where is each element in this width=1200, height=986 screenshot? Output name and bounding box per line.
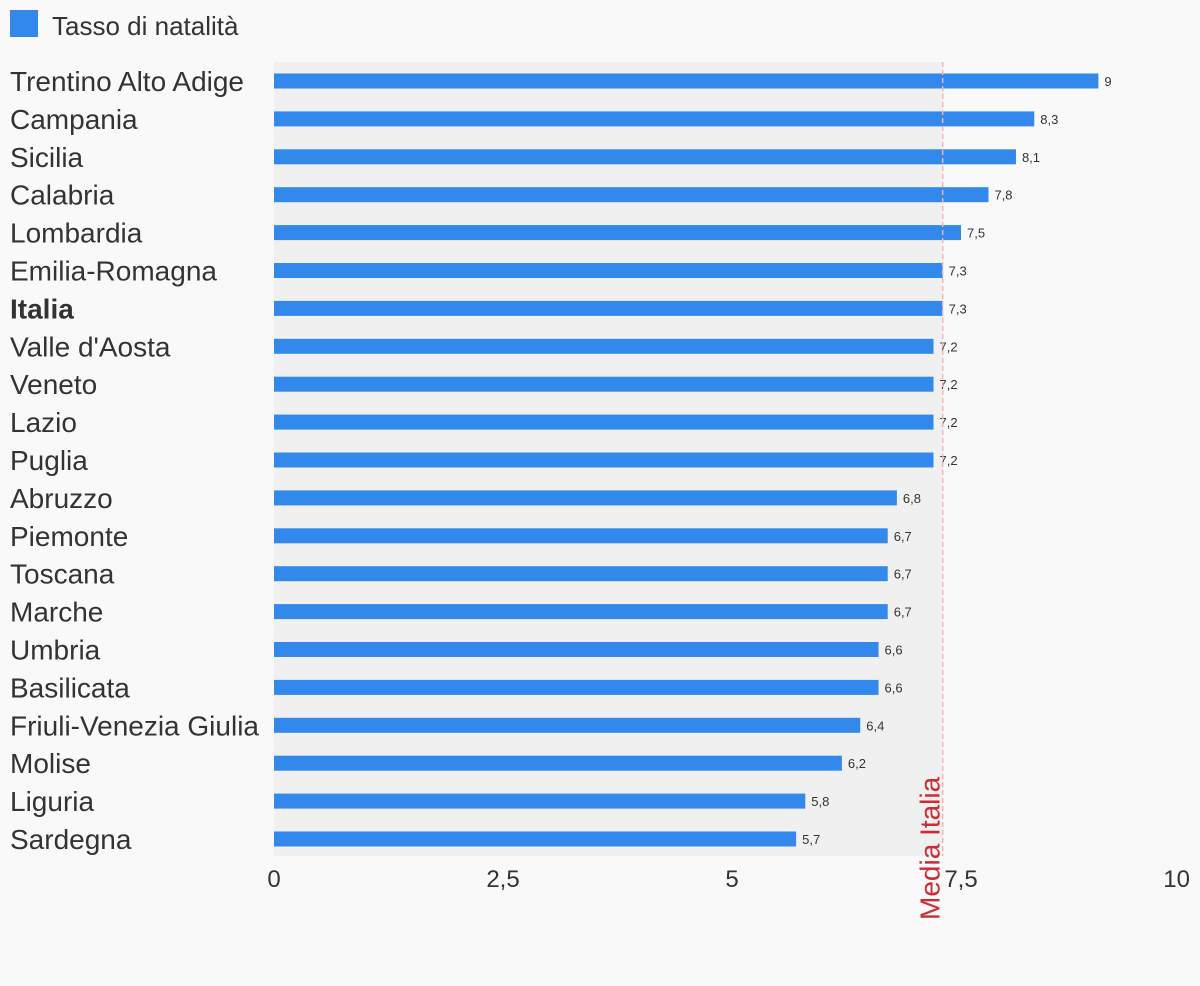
category-label: Friuli-Venezia Giulia <box>10 710 259 741</box>
x-axis-ticks: 0 2,5 5 7,5 10 <box>267 866 1190 893</box>
data-label: 8,3 <box>1040 112 1058 127</box>
data-label: 6,7 <box>894 567 912 582</box>
x-tick-label: 7,5 <box>944 866 977 893</box>
bar <box>274 149 1016 165</box>
bar <box>274 452 934 468</box>
data-label: 7,3 <box>949 301 967 316</box>
category-label: Valle d'Aosta <box>10 331 171 362</box>
legend-swatch <box>10 10 38 37</box>
data-label: 7,5 <box>967 226 985 241</box>
data-label: 6,2 <box>848 756 866 771</box>
bar <box>274 793 806 809</box>
bar <box>274 300 943 316</box>
category-labels: Trentino Alto Adige Campania Sicilia Calabr… <box>10 66 259 855</box>
data-label: 7,2 <box>940 415 958 430</box>
x-tick-label: 2,5 <box>486 866 519 893</box>
data-label: 7,2 <box>940 453 958 468</box>
data-label: 6,4 <box>866 718 884 733</box>
data-label: 7,3 <box>949 264 967 279</box>
data-label: 7,8 <box>994 188 1012 203</box>
category-label: Basilicata <box>10 672 130 703</box>
bar <box>274 679 879 695</box>
bar <box>274 566 888 582</box>
category-label: Umbria <box>10 635 101 666</box>
category-label: Sardegna <box>10 824 132 855</box>
data-label: 7,2 <box>940 339 958 354</box>
bar <box>274 717 861 733</box>
data-label: 9 <box>1104 74 1111 89</box>
x-tick-label: 0 <box>267 866 280 893</box>
bar <box>274 831 797 847</box>
x-tick-label: 10 <box>1163 866 1190 893</box>
bar <box>274 755 842 771</box>
bar <box>274 414 934 430</box>
bar <box>274 73 1099 89</box>
bar <box>274 263 943 278</box>
category-label: Toscana <box>10 559 115 590</box>
bar <box>274 338 934 354</box>
data-label: 8,1 <box>1022 150 1040 165</box>
data-label: 6,8 <box>903 491 921 506</box>
category-label: Lombardia <box>10 218 143 249</box>
data-label: 5,7 <box>802 832 820 847</box>
bar <box>274 376 934 392</box>
bar <box>274 187 989 203</box>
data-label: 6,6 <box>885 643 903 658</box>
category-label: Calabria <box>10 180 115 211</box>
data-label: 7,2 <box>940 377 958 392</box>
legend: Tasso di natalità <box>10 10 239 41</box>
data-label: 6,7 <box>894 605 912 620</box>
data-labels: 9 8,3 8,1 7,8 7,5 7,3 7,3 7,2 7,2 7,2 7,2 6,8 6,7 6,7… <box>802 74 1112 847</box>
x-tick-label: 5 <box>725 866 738 893</box>
bar <box>274 528 888 544</box>
bars <box>274 73 1099 847</box>
category-label: Piemonte <box>10 521 128 552</box>
reference-line-label: Media Italia <box>915 776 946 920</box>
category-label: Abruzzo <box>10 483 113 514</box>
category-label: Molise <box>10 748 91 779</box>
category-label: Italia <box>10 293 74 324</box>
data-label: 5,8 <box>811 794 829 809</box>
bar <box>274 604 888 620</box>
category-label: Lazio <box>10 407 77 438</box>
category-label: Puglia <box>10 445 88 476</box>
bar <box>274 225 961 241</box>
category-label: Veneto <box>10 369 97 400</box>
category-label: Trentino Alto Adige <box>10 66 244 97</box>
category-label: Sicilia <box>10 142 84 173</box>
category-label: Campania <box>10 104 138 135</box>
data-label: 6,6 <box>885 680 903 695</box>
bar <box>274 111 1035 127</box>
data-label: 6,7 <box>894 529 912 544</box>
category-label: Liguria <box>10 786 94 817</box>
legend-label: Tasso di natalità <box>52 11 239 41</box>
bar <box>274 490 897 506</box>
bar <box>274 642 879 657</box>
category-label: Emilia-Romagna <box>10 256 217 287</box>
category-label: Marche <box>10 597 103 628</box>
